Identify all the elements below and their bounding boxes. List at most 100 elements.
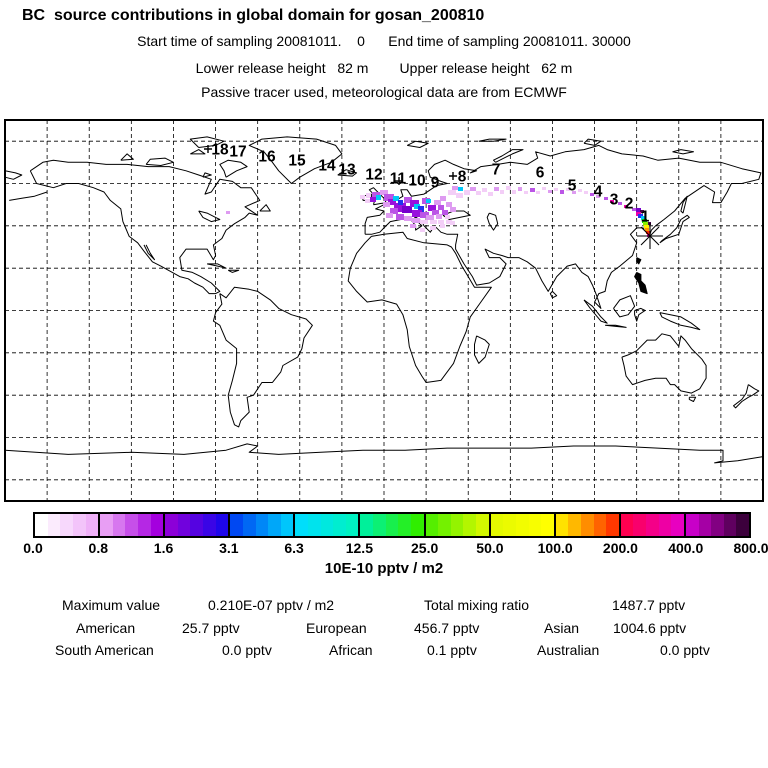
colorbar-cell	[360, 514, 374, 536]
colorbar-cell	[280, 514, 294, 536]
coastline-japan	[659, 214, 690, 244]
coastline-africa	[347, 231, 492, 383]
colorbar-cell	[165, 514, 178, 536]
plume-cell	[394, 203, 406, 212]
plume-cell	[438, 220, 444, 224]
plume-cell	[376, 195, 381, 200]
colorbar-cell	[503, 514, 516, 536]
plume-cell	[430, 220, 437, 224]
trajectory-hour-label: 2	[625, 196, 634, 213]
trajectory-hour-label: 7	[492, 162, 501, 179]
plume-cell	[446, 220, 452, 224]
plume-cell	[420, 212, 429, 218]
colorbar-cell	[620, 514, 634, 536]
colorbar-cell	[581, 514, 594, 536]
plume-cell	[458, 187, 463, 191]
plume-cell	[643, 222, 648, 226]
colorbar-cell	[373, 514, 386, 536]
colorbar-tick: 200.0	[602, 540, 638, 556]
coastline-australia	[621, 333, 707, 394]
plume-cell	[434, 200, 441, 205]
plume-cell	[610, 200, 614, 203]
coastline-caspian-sea	[486, 212, 499, 231]
coastline-sumatra	[583, 299, 608, 324]
colorbar-cell	[515, 514, 529, 536]
colorbar-cell	[268, 514, 281, 536]
colorbar-cell	[568, 514, 581, 536]
coastline-aleutians	[9, 191, 48, 201]
plume-cell	[436, 214, 442, 219]
trajectory-cross-icon	[395, 177, 403, 185]
plume-cell	[452, 186, 458, 190]
coastline-devon-island	[190, 149, 206, 155]
coastline-great-lakes	[198, 210, 221, 223]
plume-cell	[410, 224, 416, 228]
plume-cell	[476, 191, 481, 195]
plume-cell	[530, 188, 535, 192]
colorbar-segment	[293, 514, 359, 536]
plume-cell	[506, 186, 511, 190]
plume-cell	[430, 226, 436, 230]
colorbar-cell	[177, 514, 191, 536]
trajectory-hour-label: 14	[318, 158, 336, 175]
coastline-taiwan	[636, 257, 642, 265]
coastline-tasmania	[688, 396, 697, 402]
colorbar-segment	[228, 514, 294, 536]
plume-cell	[420, 228, 425, 232]
trajectory-hour-label: 4	[594, 184, 603, 201]
colorbar-tick: 50.0	[476, 540, 504, 556]
trajectory-hour-label: 17	[229, 144, 246, 161]
plume-cell	[572, 191, 576, 194]
plume-cell	[226, 211, 230, 214]
colorbar-segment	[683, 514, 750, 536]
plume-cell	[432, 210, 439, 215]
plume-cell	[500, 190, 504, 194]
plume-cell	[445, 215, 450, 219]
colorbar-cell	[723, 514, 737, 536]
max-value-label: Maximum value	[62, 597, 161, 613]
region-label: Asian	[544, 620, 580, 636]
plume-cell	[584, 191, 588, 194]
plume-cell	[366, 193, 371, 198]
coastline-cuba	[206, 263, 227, 269]
colorbar-tick: 100.0	[537, 540, 573, 556]
plume-cell	[636, 208, 641, 212]
colorbar-cell	[711, 514, 724, 536]
coastline-svalbard	[406, 140, 429, 148]
trajectory-cross-icon	[204, 145, 212, 153]
colorbar-cell	[385, 514, 399, 536]
trajectory-hour-label: 10	[408, 173, 425, 190]
plume-cell	[646, 231, 650, 234]
plume-cell	[440, 196, 446, 201]
plume-cell	[404, 216, 412, 221]
plume-cell	[638, 214, 643, 218]
trajectory-hour-label: 1	[641, 209, 650, 226]
source-contribution-plume	[226, 186, 651, 237]
region-value: 0.0 pptv	[222, 642, 272, 658]
trajectory-hour-label: 13	[338, 162, 356, 179]
plume-cell	[412, 218, 420, 223]
plume-cell	[398, 200, 403, 205]
coastline-java	[605, 324, 627, 328]
plume-cell	[645, 228, 649, 232]
map-frame	[4, 119, 764, 502]
colorbar-cell	[60, 514, 73, 536]
plume-cell	[482, 188, 487, 192]
colorbar-cell	[398, 514, 411, 536]
coastline-chukotka-west	[4, 170, 23, 180]
plume-cell	[560, 190, 564, 194]
plume-cell	[418, 206, 424, 212]
plume-cell	[428, 205, 436, 211]
plume-cell	[402, 206, 412, 213]
coastline-eurasia	[364, 144, 762, 309]
region-label: European	[306, 620, 367, 636]
coastline-philippines	[634, 271, 648, 295]
plume-cell	[380, 190, 388, 195]
coastline-sri-lanka	[549, 291, 558, 299]
colorbar-tick: 25.0	[411, 540, 439, 556]
colorbar-cell	[593, 514, 607, 536]
colorbar-segment	[358, 514, 424, 536]
plume-cell	[440, 224, 445, 228]
colorbar-cell	[410, 514, 424, 536]
